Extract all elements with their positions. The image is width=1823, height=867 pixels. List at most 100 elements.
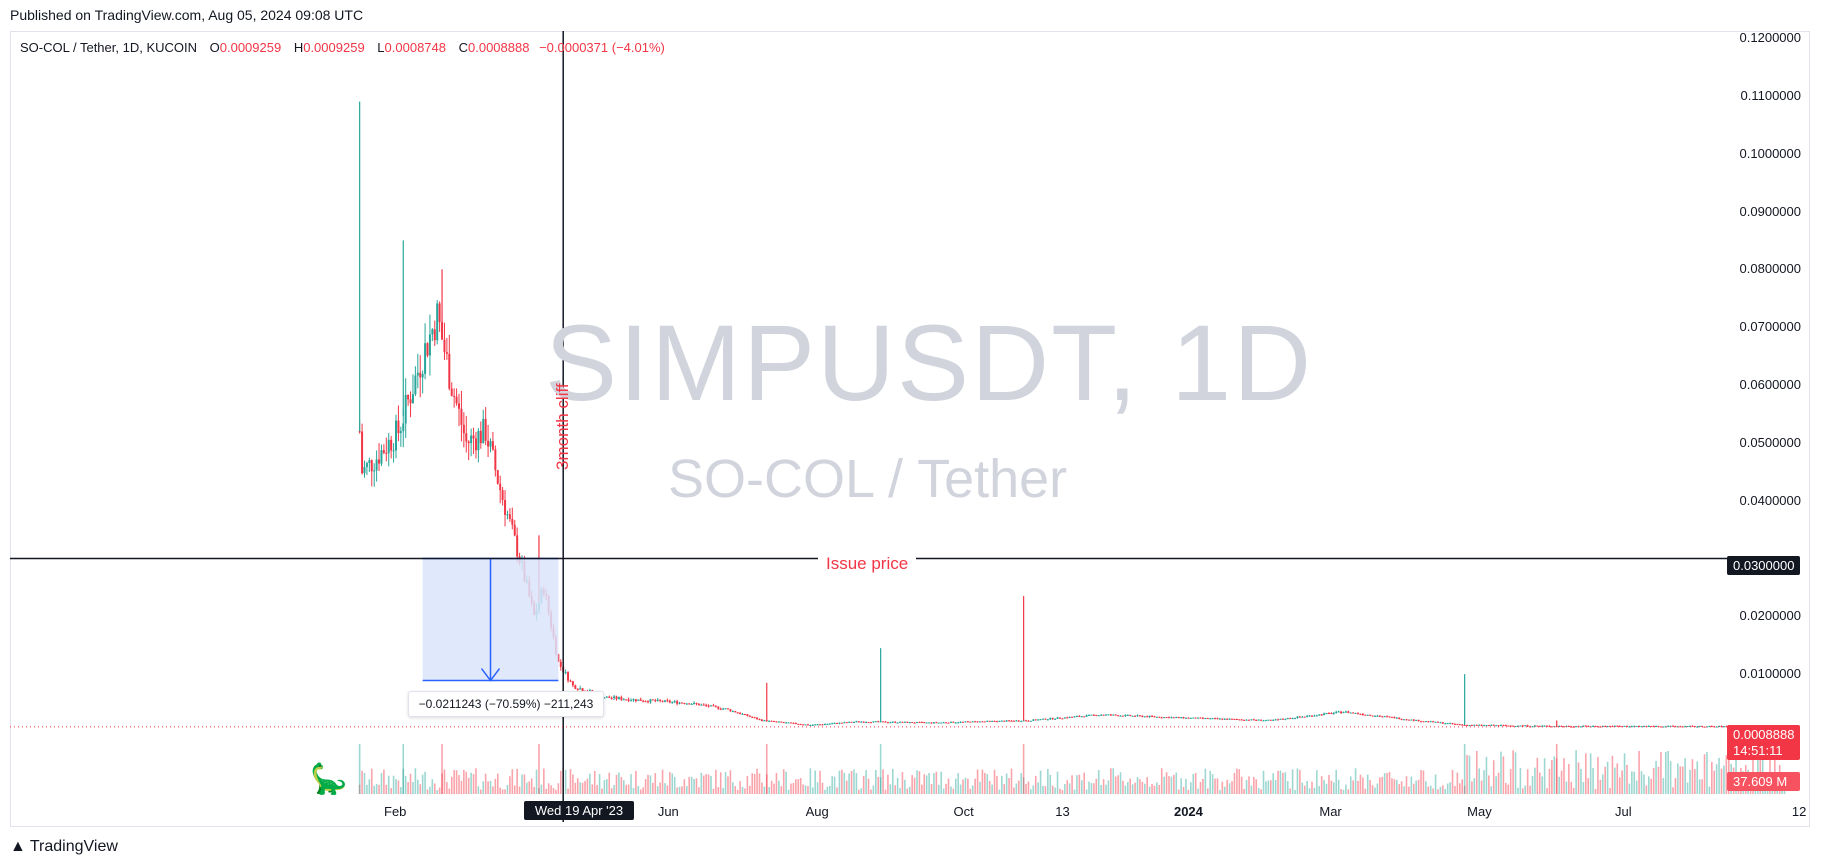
candle-body [1083, 716, 1086, 718]
tradingview-logo[interactable]: ▲ TradingView [10, 838, 118, 856]
volume-bar [581, 782, 584, 794]
volume-bar [1546, 788, 1548, 794]
volume-bar [407, 782, 409, 794]
candle-body [756, 717, 759, 720]
candle-body [777, 721, 780, 723]
volume-bar [1461, 779, 1464, 794]
volume-bar [1412, 783, 1415, 794]
volume-bar [550, 785, 552, 794]
candle-body [1691, 725, 1694, 727]
volume-bar [569, 769, 572, 794]
candle-body [450, 388, 453, 396]
candle-body [1347, 711, 1350, 713]
volume-bar [996, 775, 998, 794]
candle-body [770, 720, 773, 722]
volume-bar [1667, 750, 1669, 794]
candle-body [407, 394, 410, 400]
candle-body [1340, 711, 1343, 713]
volume-bar [584, 780, 586, 794]
candle-body [1243, 719, 1246, 721]
volume-bar [1143, 783, 1146, 794]
volume-bar [1563, 758, 1565, 794]
candle-body [1446, 723, 1449, 725]
volume-bar [1090, 783, 1093, 794]
volume-bar [1211, 774, 1214, 794]
volume-bar [1427, 786, 1430, 794]
candle-body [1473, 724, 1476, 726]
candle-body [1134, 715, 1137, 717]
volume-bar [1674, 778, 1677, 794]
volume-bar [1393, 779, 1396, 794]
candle-body [1313, 715, 1316, 717]
candle-body [712, 705, 715, 707]
candle-body [724, 708, 727, 710]
candle-body [843, 722, 846, 724]
volume-bar [1398, 784, 1401, 794]
candle-body [1664, 726, 1667, 728]
candle-body [433, 329, 436, 341]
candle-body [642, 700, 645, 702]
volume-bar [1512, 750, 1514, 794]
candle-body [1296, 716, 1299, 719]
volume-bar [1725, 755, 1728, 794]
candle-body [399, 431, 402, 434]
candle-body [363, 467, 366, 474]
volume-bar [993, 769, 996, 794]
volume-bar [559, 770, 562, 794]
volume-bar [1141, 781, 1144, 794]
volume-bar [1439, 786, 1442, 794]
volume-bar [1618, 777, 1621, 794]
candle-body [581, 688, 584, 692]
volume-bar [395, 779, 397, 794]
candle-body [826, 723, 829, 725]
volume-bar [1085, 789, 1088, 794]
volume-spike [879, 744, 882, 794]
candle-body [506, 514, 509, 516]
volume-bar [1570, 781, 1573, 794]
volume-bar [894, 785, 896, 794]
time-tick-label: 12 [1791, 804, 1807, 819]
volume-bar [843, 772, 846, 794]
candle-body [365, 462, 368, 468]
candle-body [1071, 716, 1074, 718]
candle-body [1458, 724, 1461, 726]
volume-bar [606, 779, 608, 794]
dino-icon[interactable]: 🦕 [310, 763, 348, 796]
volume-bar [387, 775, 390, 794]
volume-bar [807, 786, 809, 794]
candle-body [869, 722, 872, 724]
volume-bar [838, 770, 841, 794]
volume-bar [1679, 766, 1682, 794]
volume-bar [1442, 785, 1444, 794]
candle-body [1117, 715, 1120, 717]
candle-body [838, 722, 841, 724]
volume-bar [506, 784, 509, 794]
candle-body [1189, 717, 1192, 719]
candle-body [1686, 726, 1689, 728]
volume-bar [1555, 758, 1558, 794]
volume-bar [1097, 770, 1100, 794]
candle-body [1017, 720, 1020, 722]
candle-body [625, 699, 628, 701]
volume-bar [400, 787, 402, 794]
candle-body [821, 724, 824, 726]
candle-body [1141, 715, 1144, 717]
volume-bar [1124, 785, 1127, 794]
chart-frame[interactable] [10, 31, 1810, 827]
candle-body [833, 722, 836, 724]
volume-bar [1320, 776, 1323, 794]
volume-bar [1066, 780, 1069, 794]
volume-bar [1216, 778, 1219, 794]
candle-body [1301, 716, 1304, 718]
candle-body [896, 722, 899, 724]
candle-body [378, 459, 381, 464]
candle-body [1012, 720, 1015, 722]
candle-body [1112, 714, 1115, 716]
volume-bar [1628, 783, 1631, 794]
volume-bar [1022, 777, 1025, 794]
volume-bar [1100, 785, 1102, 794]
volume-bar [1577, 762, 1580, 794]
volume-bar [683, 779, 686, 794]
volume-bar [1723, 765, 1725, 794]
